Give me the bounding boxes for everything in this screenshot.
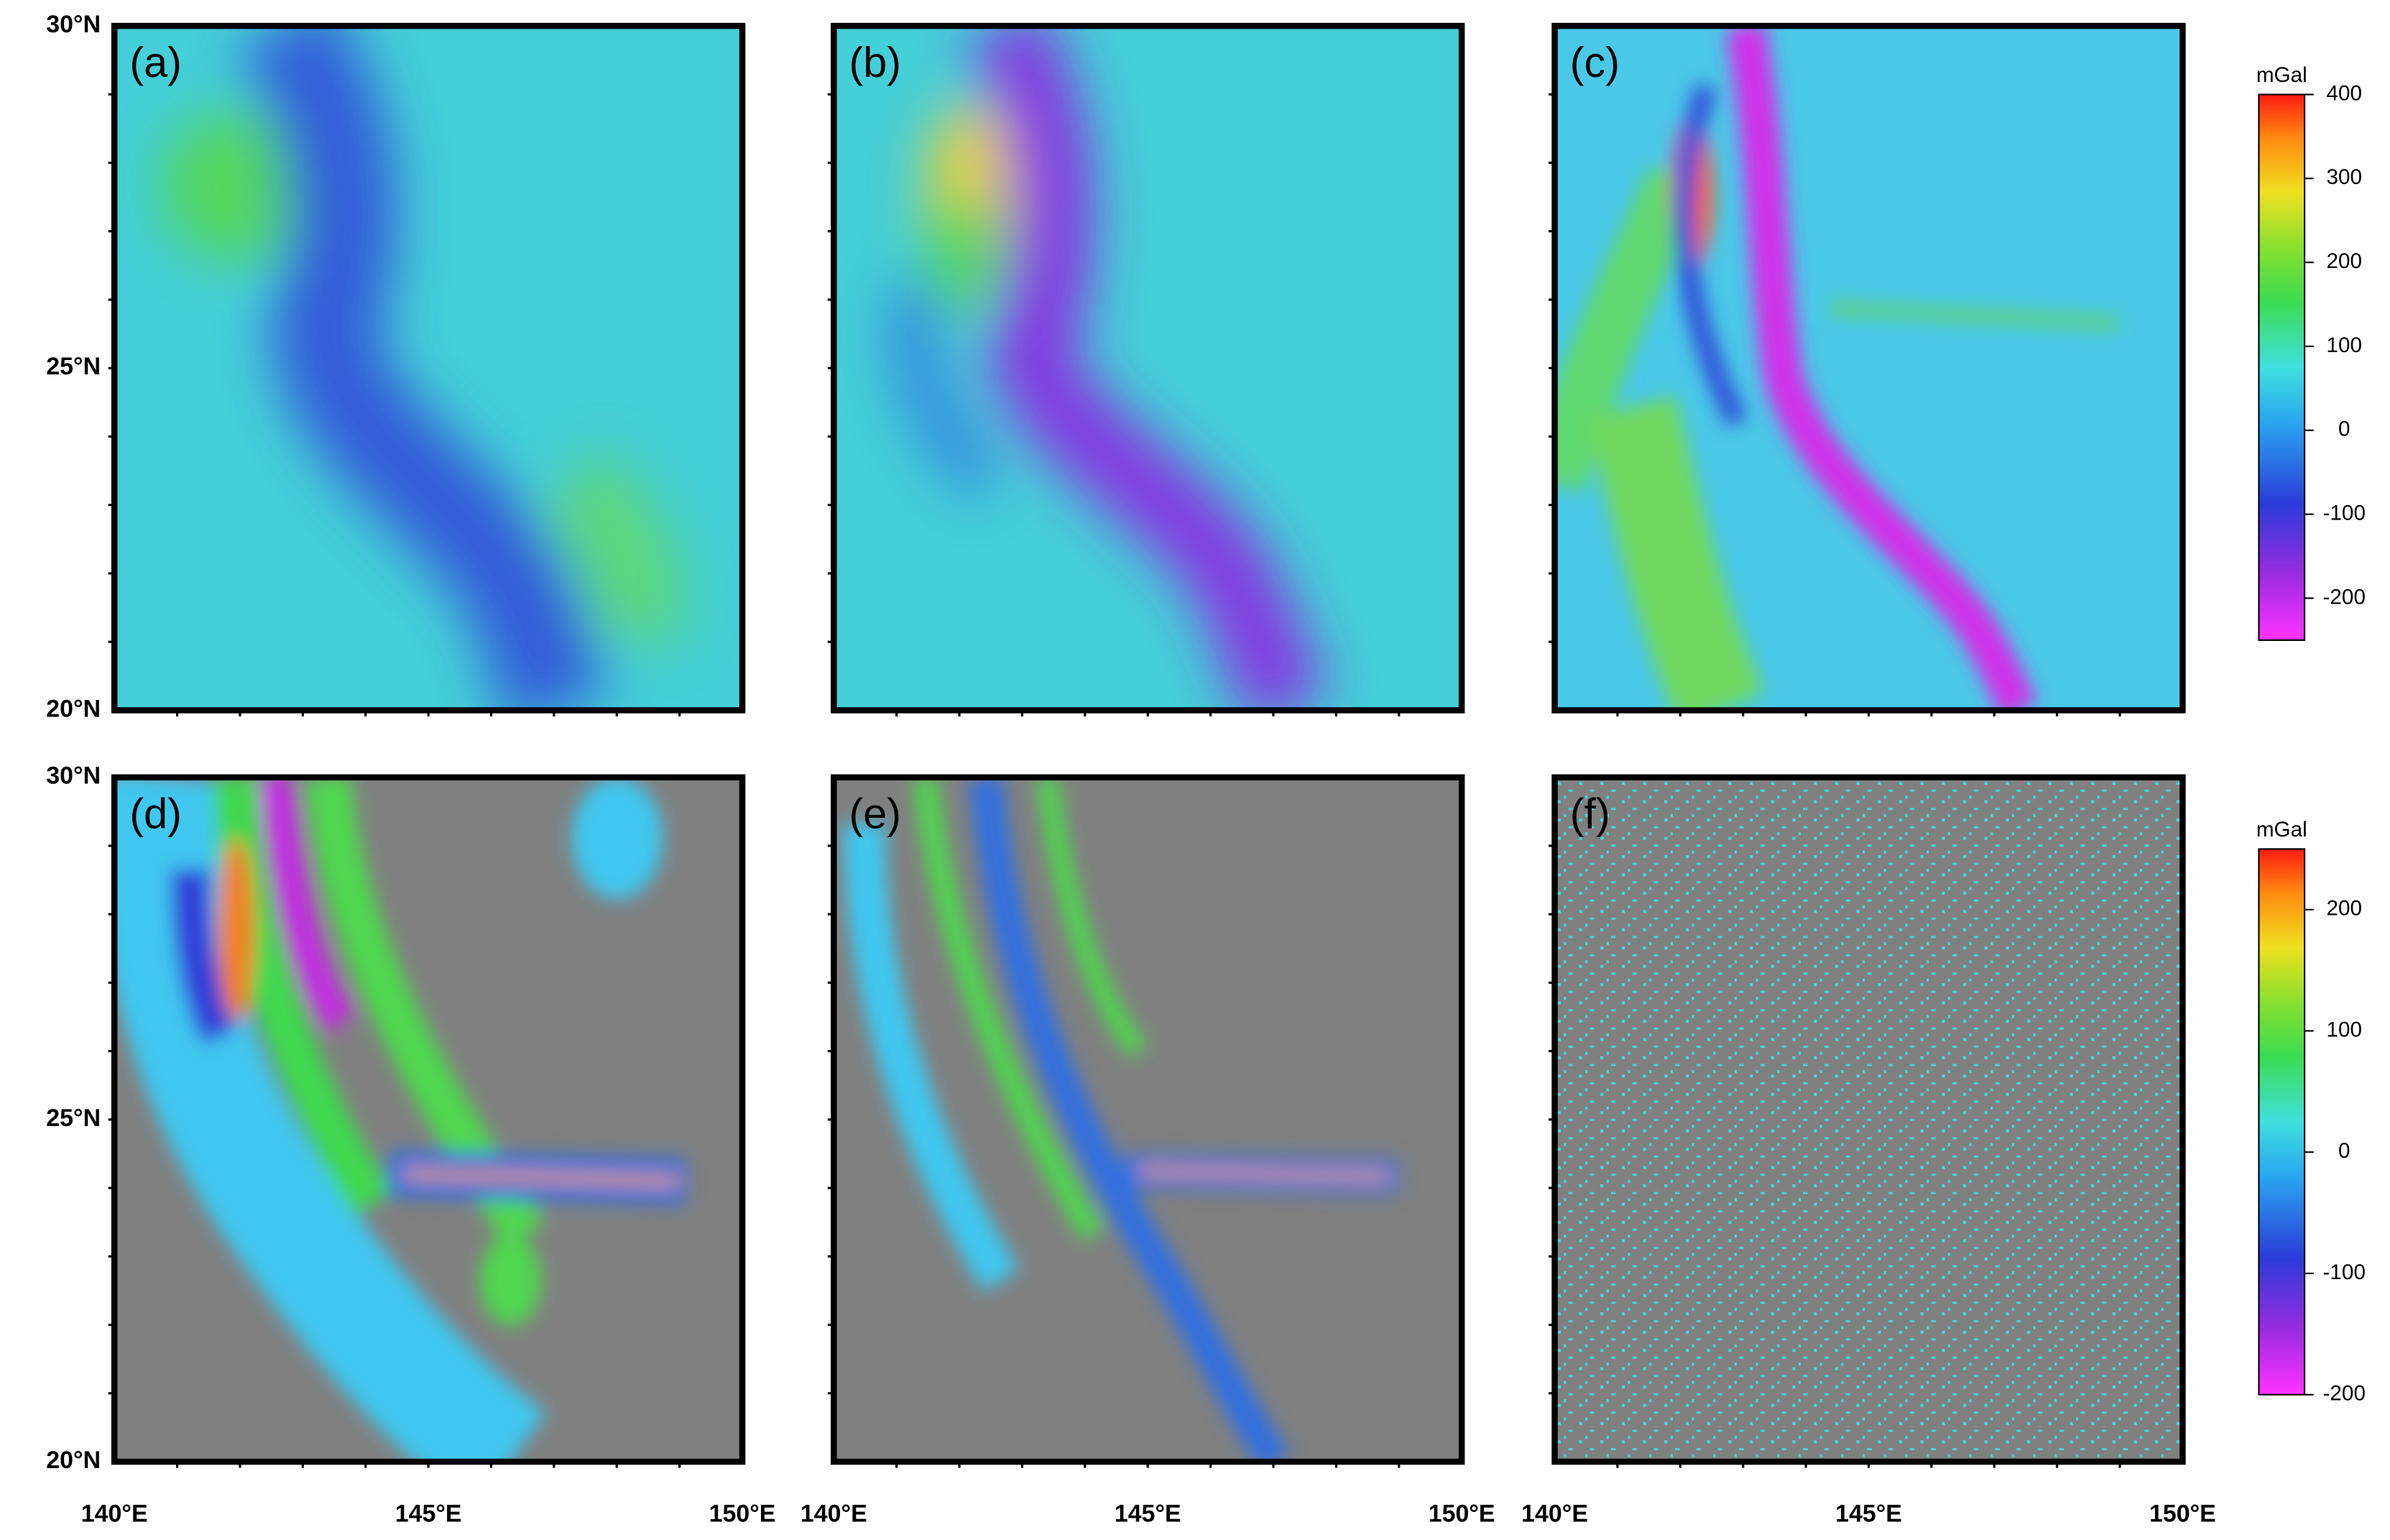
lon-label: 140°E	[1521, 1500, 1588, 1527]
colorbar-tick-label: 0	[2338, 1139, 2350, 1163]
colorbar-tick-label: -100	[2323, 501, 2366, 525]
colorbar-tick-label: -100	[2323, 1260, 2366, 1284]
panel-label: (b)	[849, 38, 902, 86]
lon-label: 150°E	[2149, 1500, 2216, 1527]
colorbar-tick-label: 300	[2326, 165, 2362, 189]
colorbar-tick-label: 400	[2326, 81, 2362, 105]
lon-label: 140°E	[800, 1500, 867, 1527]
panel-label: (d)	[129, 790, 182, 838]
colorbar-tick-label: -200	[2323, 1382, 2366, 1406]
lat-label: 20°N	[46, 695, 101, 722]
lat-label: 30°N	[46, 762, 101, 790]
colorbar-unit: mGal	[2256, 818, 2307, 842]
map-e	[834, 777, 1462, 1462]
colorbar-tick-label: 0	[2338, 418, 2350, 441]
colorbar-unit: mGal	[2256, 63, 2307, 87]
panel-label: (f)	[1570, 790, 1610, 838]
map-a	[114, 26, 743, 711]
panel-label: (c)	[1570, 38, 1620, 86]
panel-label: (e)	[849, 790, 902, 838]
colorbar-tick-label: 200	[2326, 897, 2362, 921]
colorbar-tick-label: 100	[2326, 333, 2362, 357]
lat-label: 30°N	[46, 11, 101, 38]
map-b	[834, 26, 1462, 711]
lat-label: 25°N	[46, 353, 101, 380]
lat-label: 20°N	[46, 1447, 101, 1474]
colorbar-2	[2258, 848, 2306, 1396]
map-f	[1554, 777, 2183, 1462]
panel-label: (a)	[129, 38, 182, 86]
lat-label: 25°N	[46, 1105, 101, 1132]
lon-label: 140°E	[81, 1500, 148, 1527]
map-d	[114, 777, 743, 1462]
colorbar-tick-label: 200	[2326, 249, 2362, 273]
lon-label: 145°E	[395, 1500, 462, 1527]
colorbar-1	[2258, 93, 2306, 641]
lon-label: 145°E	[1115, 1500, 1181, 1527]
lon-label: 150°E	[1429, 1500, 1495, 1527]
lon-label: 145°E	[1835, 1500, 1902, 1527]
lon-label: 150°E	[709, 1500, 776, 1527]
map-c	[1554, 26, 2183, 711]
colorbar-tick-label: -200	[2323, 585, 2366, 609]
colorbar-tick-label: 100	[2326, 1018, 2362, 1041]
